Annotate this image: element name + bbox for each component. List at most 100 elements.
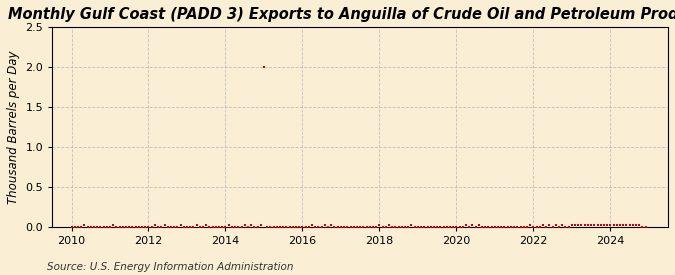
Point [595,223,606,228]
Point [88,225,99,229]
Point [278,225,289,229]
Point [396,225,407,229]
Point [573,223,584,228]
Point [217,225,227,229]
Point [528,225,539,229]
Point [473,223,484,228]
Point [586,223,597,228]
Point [489,225,500,229]
Point [76,225,86,229]
Point [557,223,568,228]
Point [227,225,238,229]
Point [403,225,414,229]
Point [441,225,452,229]
Point [541,225,551,229]
Point [477,225,487,229]
Point [416,225,427,229]
Point [201,223,212,228]
Point [310,225,321,229]
Point [265,225,276,229]
Point [70,225,80,229]
Point [361,225,372,229]
Point [374,223,385,228]
Point [483,225,494,229]
Point [451,225,462,229]
Point [223,223,234,228]
Point [162,225,173,229]
Point [387,225,398,229]
Point [605,223,616,228]
Point [275,225,286,229]
Point [614,223,625,228]
Point [345,225,356,229]
Point [438,225,449,229]
Point [246,223,256,228]
Point [570,223,580,228]
Point [627,223,638,228]
Point [364,225,375,229]
Point [134,225,144,229]
Point [233,225,244,229]
Point [377,225,388,229]
Point [130,225,141,229]
Point [348,225,359,229]
Point [612,223,622,228]
Point [394,225,404,229]
Point [323,225,333,229]
Point [563,225,574,229]
Point [259,65,269,69]
Point [297,225,308,229]
Point [544,223,555,228]
Point [211,225,221,229]
Point [98,225,109,229]
Point [566,223,577,228]
Point [554,225,564,229]
Point [352,225,362,229]
Point [214,225,225,229]
Point [493,225,504,229]
Point [82,225,93,229]
Point [306,223,317,228]
Point [618,223,628,228]
Point [435,225,446,229]
Point [156,225,167,229]
Point [95,225,106,229]
Point [281,225,292,229]
Point [522,225,533,229]
Point [467,223,478,228]
Point [101,225,112,229]
Point [560,225,571,229]
Point [127,225,138,229]
Point [326,223,337,228]
Point [524,223,535,228]
Point [464,225,475,229]
Point [518,225,529,229]
Point [108,223,119,228]
Point [332,225,343,229]
Point [300,225,311,229]
Point [383,223,394,228]
Point [240,223,250,228]
Point [358,225,369,229]
Point [409,225,420,229]
Point [547,225,558,229]
Point [608,223,619,228]
Point [150,223,161,228]
Point [114,225,125,229]
Point [454,225,465,229]
Point [230,225,240,229]
Point [381,225,392,229]
Point [317,225,327,229]
Point [531,225,542,229]
Point [429,225,439,229]
Point [422,225,433,229]
Point [117,225,128,229]
Point [165,225,176,229]
Title: Monthly Gulf Coast (PADD 3) Exports to Anguilla of Crude Oil and Petroleum Produ: Monthly Gulf Coast (PADD 3) Exports to A… [7,7,675,22]
Point [185,225,196,229]
Point [515,225,526,229]
Point [355,225,366,229]
Point [204,225,215,229]
Point [194,225,205,229]
Point [509,225,520,229]
